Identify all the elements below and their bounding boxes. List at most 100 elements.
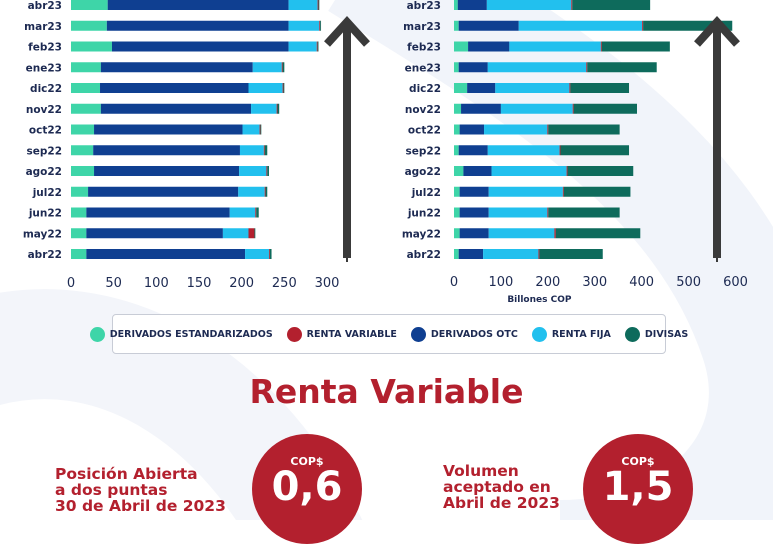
bar-segment [560,145,630,156]
x-tick-label: 300 [582,275,607,290]
legend-item: RENTA FIJA [531,326,611,342]
bar-segment [643,20,733,31]
bar-segment [487,62,587,73]
legend-item: DERIVADOS ESTANDARIZADOS [89,326,273,342]
bar-segment [94,124,243,135]
x-tick-label: 0 [450,275,458,290]
info-left-text: Posición Abierta a dos puntas 30 de Abri… [55,466,226,514]
x-tick-label: 100 [144,276,169,291]
bar-segment [317,41,319,52]
legend-item: DERIVADOS OTC [410,326,518,342]
category-label: oct22 [29,125,62,137]
bar-segment [316,41,318,52]
bar-segment [454,228,460,239]
bar-segment [586,62,588,73]
bar-segment [111,41,289,52]
category-label: dic22 [409,83,441,95]
bar-segment [269,249,272,259]
legend: DERIVADOS ESTANDARIZADOS RENTA VARIABLE … [89,314,688,354]
bar-segment [268,249,270,259]
bar-segment [71,145,94,156]
category-label: jun22 [407,208,441,220]
bar-segment [491,166,567,176]
bar-segment [267,166,269,176]
bubble-currency: COP$ [290,455,324,468]
bar-segment [260,124,262,135]
bar-segment [239,166,267,176]
bar-segment [242,124,260,135]
bar-segment [547,124,549,135]
bar-segment [454,83,468,93]
category-label: mar23 [24,21,62,33]
category-label: ene23 [26,62,62,74]
bubble-currency: COP$ [621,455,655,468]
bar-segment [488,228,555,239]
bar-segment [106,20,289,31]
bar-segment [468,41,510,52]
bar-segment [256,207,259,218]
bar-segment [601,41,670,52]
bar-segment [562,186,564,197]
bar-segment [539,249,603,259]
bar-segment [571,0,573,10]
bar-segment [320,20,322,31]
bar-segment [229,207,256,218]
bar-segment [100,103,252,114]
bar-segment [255,207,257,218]
legend-item: RENTA VARIABLE [286,326,397,342]
bar-segment [454,62,459,73]
bar-segment [248,228,255,239]
bar-segment [463,166,492,176]
category-label: abr22 [407,249,441,261]
category-label: ene23 [405,62,441,74]
bar-segment [265,186,268,197]
x-tick-label: 50 [105,276,122,291]
bar-segment [454,186,460,197]
bar-segment [500,103,573,114]
bar-segment [570,83,630,93]
bar-segment [259,124,261,135]
bar-segment [457,0,487,10]
bar-segment [71,207,87,218]
bar-segment [488,186,563,197]
bar-segment [563,186,631,197]
category-label: feb23 [407,42,441,54]
bar-segment [283,83,285,93]
x-tick-label: 400 [629,275,654,290]
info-line: Abril de 2023 [443,494,560,512]
bar-segment [454,166,464,176]
bar-segment [86,249,246,259]
category-label: may22 [23,228,62,240]
bar-segment [319,20,321,31]
bar-segment [509,41,601,52]
category-label: dic22 [30,83,62,95]
bar-segment [454,207,460,218]
bar-segment [71,249,87,259]
section-title: Renta Variable [249,372,524,411]
category-label: nov22 [26,104,62,116]
x-axis-label: Billones COP [507,295,572,305]
up-arrow-icon [694,16,740,262]
bar-segment [458,145,488,156]
bar-segment [467,83,496,93]
bar-segment [248,83,283,93]
bar-segment [251,103,277,114]
x-tick-label: 300 [315,276,340,291]
bar-segment [454,0,458,10]
info-line: Volumen [443,462,519,480]
bar-segment [572,0,651,10]
bar-segment [222,228,249,239]
bar-segment [71,166,95,176]
bar-segment [282,62,285,73]
bar-segment [486,0,572,10]
bar-segment [459,186,489,197]
bar-segment [263,145,265,156]
bar-segment [567,166,634,176]
bar-segment [483,249,539,259]
bar-segment [107,0,289,10]
legend-label: DIVISAS [644,328,689,340]
info-line: Posición Abierta [55,465,198,483]
bar-segment [454,124,460,135]
bar-segment [454,145,459,156]
category-label: sep22 [406,145,442,157]
